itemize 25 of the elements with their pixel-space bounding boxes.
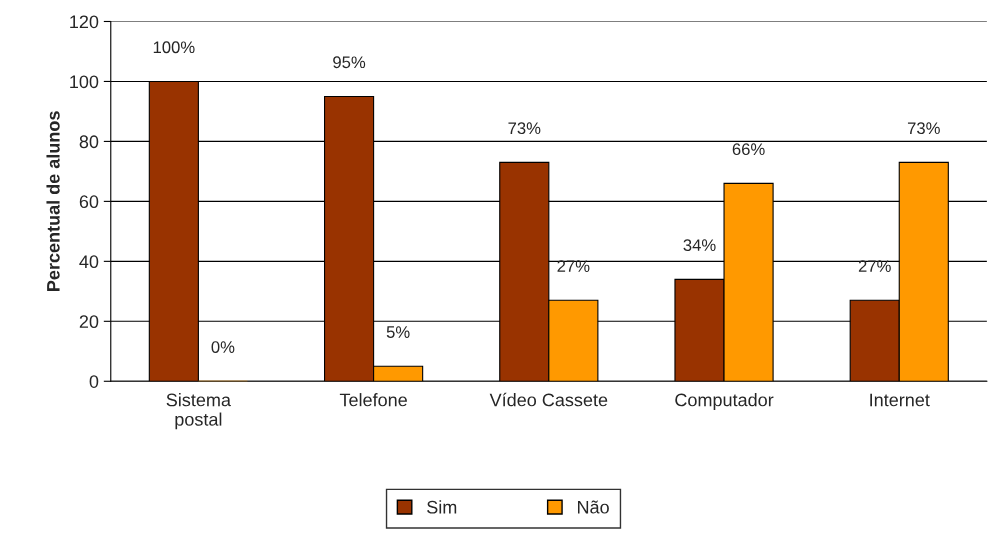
data-label: 73% [907,122,940,135]
data-label: 100% [153,41,195,54]
y-tick-label: 60 [79,195,99,209]
x-tick-label: Vídeo Cassete [489,392,608,407]
data-label: 5% [386,326,410,338]
data-label: 34% [683,239,716,252]
x-tick-label: Telefone [339,393,407,407]
y-tick-label: 0 [89,375,99,388]
data-label: 27% [858,260,891,272]
y-tick-label: 40 [79,255,99,269]
x-tick-label: Internet [870,393,930,407]
y-axis-title: Percentual de alunos [46,111,60,291]
data-label: 0% [211,341,235,353]
y-tick-label: 20 [79,315,99,329]
y-tick-label: 80 [79,135,99,149]
legend-label: Sim [427,500,457,514]
x-tick-label: Sistema postal [166,393,231,430]
y-tick-label: 120 [70,15,99,29]
y-tick-label: 100 [70,75,99,89]
data-label: 66% [732,143,765,156]
legend-label: Não [578,500,609,514]
x-tick-label: Computador [675,393,774,410]
data-label: 73% [508,122,541,135]
data-label: 95% [333,56,366,69]
data-label: 27% [557,260,590,272]
